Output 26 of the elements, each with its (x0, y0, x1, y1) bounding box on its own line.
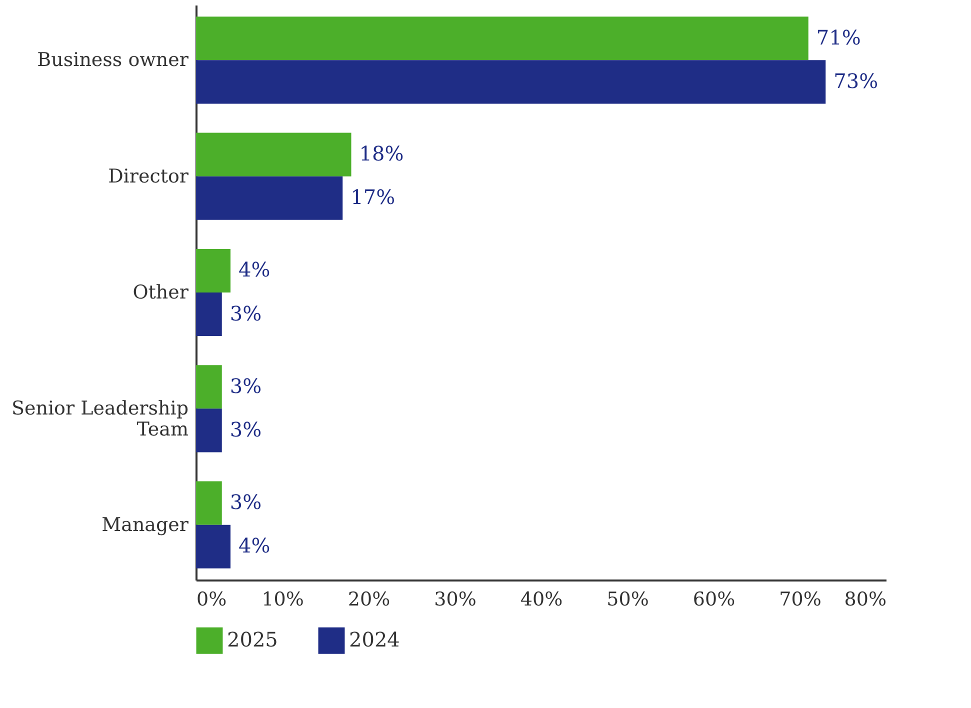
x-tick-label: 40% (520, 588, 563, 610)
data-label: 18% (359, 142, 404, 166)
x-tick-label: 30% (434, 588, 476, 610)
y-tick-label: Other (132, 282, 190, 304)
x-tick-label: 70% (779, 588, 822, 610)
y-tick-label: Manager (102, 514, 190, 536)
y-tick-label: Business owner (37, 49, 190, 72)
legend-label: 2025 (227, 628, 278, 652)
y-tick-label: Director (108, 165, 190, 188)
data-label: 4% (238, 534, 270, 558)
legend-label: 2024 (349, 628, 400, 652)
data-label: 3% (230, 374, 262, 398)
data-label: 3% (230, 301, 262, 326)
x-tick-label: 0% (196, 588, 227, 610)
y-tick-label: Senior Leadership Team (11, 398, 188, 441)
x-tick-label: 50% (606, 588, 649, 610)
data-label: 17% (350, 185, 396, 210)
data-label: 4% (238, 258, 270, 282)
data-label: 3% (230, 490, 262, 514)
x-tick-label: 20% (348, 588, 390, 610)
data-label: 71% (816, 25, 861, 50)
x-tick-label: 60% (692, 588, 736, 610)
data-label: 73% (834, 68, 878, 93)
x-tick-label: 80% (844, 588, 886, 610)
x-tick-label: 10% (262, 588, 304, 610)
data-label: 3% (230, 417, 262, 442)
